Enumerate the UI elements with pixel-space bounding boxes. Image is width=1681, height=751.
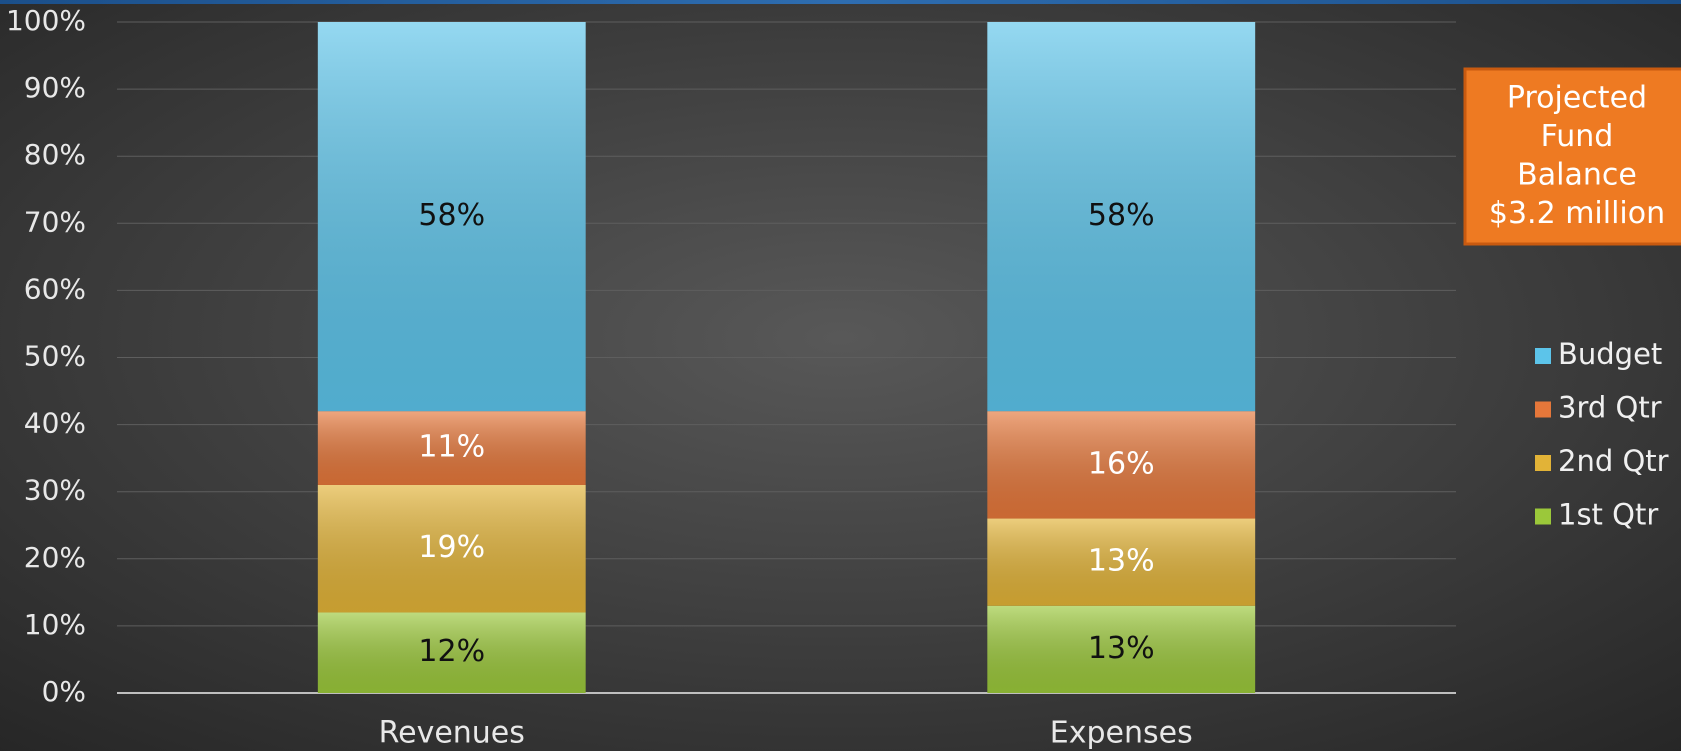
y-tick-label: 90% xyxy=(24,71,86,104)
bar-shading xyxy=(317,484,586,613)
annotation-text: Projected xyxy=(1507,81,1647,116)
y-tick-label: 70% xyxy=(24,205,86,238)
y-tick-label: 100% xyxy=(6,4,86,37)
data-label: 19% xyxy=(418,530,485,565)
data-label: 12% xyxy=(418,634,485,669)
bar-shading xyxy=(987,518,1256,606)
bar-shading xyxy=(987,605,1256,693)
data-label: 13% xyxy=(1088,631,1155,666)
y-tick-label: 20% xyxy=(24,541,86,574)
y-tick-label: 60% xyxy=(24,272,86,305)
y-tick-label: 10% xyxy=(24,608,86,641)
legend-label: 2nd Qtr xyxy=(1558,444,1669,478)
annotation-text: Balance xyxy=(1517,158,1637,193)
y-tick-label: 30% xyxy=(24,474,86,507)
x-tick-label: Revenues xyxy=(379,716,525,751)
annotation-text: $3.2 million xyxy=(1489,196,1665,231)
annotation-box xyxy=(1463,67,1681,246)
legend-label: 3rd Qtr xyxy=(1558,391,1662,425)
bar-shading xyxy=(317,22,586,412)
annotation-text: Fund xyxy=(1541,119,1614,154)
bar-shading xyxy=(987,22,1256,412)
y-tick-label: 40% xyxy=(24,407,86,440)
bar-shading xyxy=(317,612,586,693)
y-tick-label: 50% xyxy=(24,340,86,373)
y-tick-label: 0% xyxy=(42,675,86,708)
legend-label: Budget xyxy=(1558,337,1662,371)
data-label: 11% xyxy=(418,430,485,465)
bar-shading xyxy=(987,411,1256,519)
legend-swatch xyxy=(1535,455,1551,471)
data-label: 16% xyxy=(1088,446,1155,481)
legend-swatch xyxy=(1535,508,1551,525)
y-tick-label: 80% xyxy=(24,138,86,171)
data-label: 58% xyxy=(1088,198,1155,233)
legend-swatch xyxy=(1535,401,1551,418)
data-label: 58% xyxy=(418,198,485,233)
data-label: 13% xyxy=(1088,544,1155,579)
bar-shading xyxy=(317,411,586,485)
legend-label: 1st Qtr xyxy=(1558,498,1658,532)
legend-swatch xyxy=(1535,348,1551,364)
top-stripe xyxy=(0,0,1681,4)
x-tick-label: Expenses xyxy=(1050,716,1193,751)
